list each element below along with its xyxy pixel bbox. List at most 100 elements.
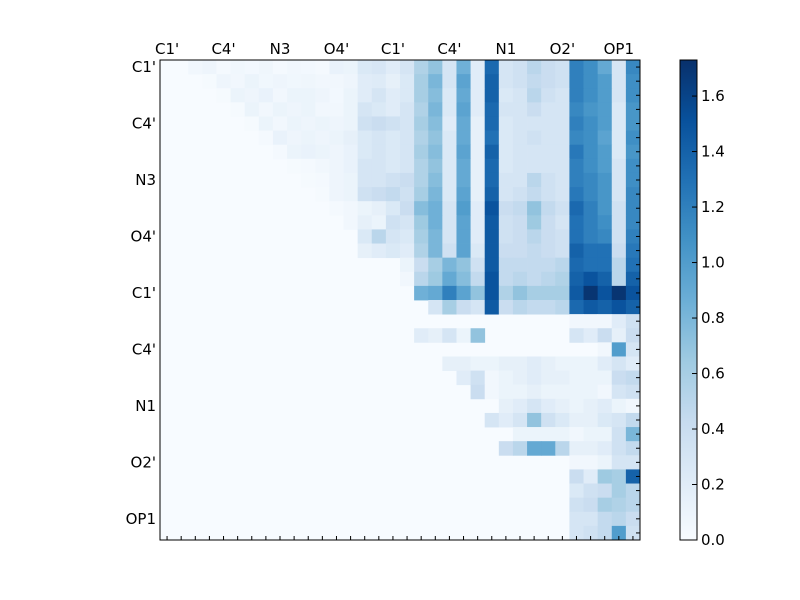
- colorbar: 0.0 0.2 0.4 0.6 0.8 1.0 1.2 1.4 1.6: [679, 59, 725, 549]
- heatmap-cell: [611, 187, 627, 202]
- heatmap-cell: [583, 215, 599, 230]
- heatmap-cell: [315, 88, 330, 103]
- heatmap-cell: [583, 398, 599, 414]
- heatmap-cell: [597, 116, 613, 131]
- heatmap-cell: [470, 201, 486, 216]
- heatmap-cell: [569, 257, 584, 273]
- heatmap-cell: [442, 201, 457, 216]
- heatmap-cell: [555, 257, 570, 273]
- heatmap-cell: [315, 130, 330, 146]
- heatmap-cell: [400, 215, 415, 230]
- heatmap-cell: [357, 215, 373, 230]
- heatmap-cell: [512, 88, 528, 103]
- heatmap-cell: [597, 88, 613, 103]
- heatmap-cell: [371, 243, 387, 259]
- heatmap-cell: [583, 384, 599, 400]
- heatmap-cell: [414, 172, 429, 188]
- heatmap-cell: [625, 525, 641, 541]
- heatmap-cell: [611, 60, 627, 75]
- y-tick-label: C1': [132, 58, 156, 76]
- heatmap-cell: [371, 144, 387, 160]
- heatmap-cell: [583, 300, 599, 315]
- heatmap-cell: [625, 441, 641, 456]
- heatmap-cell: [498, 187, 514, 202]
- heatmap-cell: [230, 60, 246, 75]
- heatmap-cell: [569, 172, 584, 188]
- heatmap-cell: [484, 130, 500, 146]
- heatmap-cell: [583, 229, 599, 244]
- heatmap-cell: [315, 102, 330, 117]
- heatmap-cell: [611, 285, 627, 301]
- colorbar-tick-label: 1.6: [701, 87, 725, 105]
- heatmap-cell: [258, 116, 274, 131]
- colorbar-tick-label: 0.0: [701, 531, 725, 549]
- heatmap-cell: [230, 74, 246, 89]
- heatmap-cell: [428, 116, 443, 131]
- heatmap-cell: [315, 116, 330, 131]
- heatmap-cell: [414, 271, 429, 287]
- heatmap-cell: [456, 300, 471, 315]
- heatmap-cell: [498, 60, 514, 75]
- heatmap-cell: [484, 356, 500, 371]
- heatmap-cell: [555, 384, 570, 400]
- heatmap-cell: [216, 74, 231, 89]
- heatmap-cell: [456, 243, 471, 259]
- heatmap-cell: [611, 356, 627, 371]
- heatmap-cell: [541, 441, 556, 456]
- heatmap-cell: [625, 116, 641, 131]
- y-tick-label: N1: [135, 397, 156, 415]
- heatmap-cell: [258, 88, 274, 103]
- heatmap-cell: [343, 88, 359, 103]
- heatmap-cell: [541, 285, 556, 301]
- heatmap-cell: [625, 187, 641, 202]
- heatmap-cell: [428, 201, 443, 216]
- heatmap-cell: [414, 116, 429, 131]
- heatmap-cell: [611, 370, 627, 386]
- heatmap-cell: [400, 229, 415, 244]
- heatmap-cell: [414, 215, 429, 230]
- heatmap-cell: [512, 74, 528, 89]
- heatmap-cell: [555, 441, 570, 456]
- heatmap-cell: [258, 60, 274, 75]
- heatmap-cell: [428, 229, 443, 244]
- heatmap-cell: [583, 187, 599, 202]
- heatmap-cell: [555, 398, 570, 414]
- heatmap-cell: [611, 328, 627, 343]
- heatmap-cell: [414, 285, 429, 301]
- heatmap-cell: [301, 60, 316, 75]
- heatmap-cell: [258, 74, 274, 89]
- heatmap-cell: [583, 370, 599, 386]
- heatmap-cell: [400, 201, 415, 216]
- heatmap-cell: [611, 271, 627, 287]
- heatmap-cell: [456, 172, 471, 188]
- heatmap-cell: [512, 300, 528, 315]
- heatmap-cell: [301, 172, 316, 188]
- heatmap-cell: [343, 201, 359, 216]
- heatmap-cell: [569, 483, 584, 499]
- heatmap-cell: [611, 257, 627, 273]
- heatmap-cell: [527, 356, 542, 371]
- heatmap-cell: [385, 229, 401, 244]
- heatmap-cell: [385, 130, 401, 146]
- heatmap-cell: [272, 74, 288, 89]
- heatmap-cell: [597, 271, 613, 287]
- heatmap-cell: [597, 398, 613, 414]
- heatmap-cell: [315, 60, 330, 75]
- heatmap-cell: [569, 88, 584, 103]
- heatmap-cell: [244, 102, 260, 117]
- heatmap-cell: [583, 74, 599, 89]
- heatmap-cell: [329, 144, 344, 160]
- heatmap-cell: [541, 144, 556, 160]
- heatmap-cell: [541, 102, 556, 117]
- heatmap-cell: [385, 60, 401, 75]
- heatmap-cell: [541, 370, 556, 386]
- heatmap-cell: [611, 412, 627, 428]
- heatmap-cell: [315, 187, 330, 202]
- heatmap-cell: [414, 88, 429, 103]
- heatmap-cell: [569, 384, 584, 400]
- heatmap-cell: [625, 60, 641, 75]
- heatmap-cell: [583, 441, 599, 456]
- heatmap-cell: [498, 384, 514, 400]
- heatmap-cell: [555, 88, 570, 103]
- heatmap-cell: [625, 300, 641, 315]
